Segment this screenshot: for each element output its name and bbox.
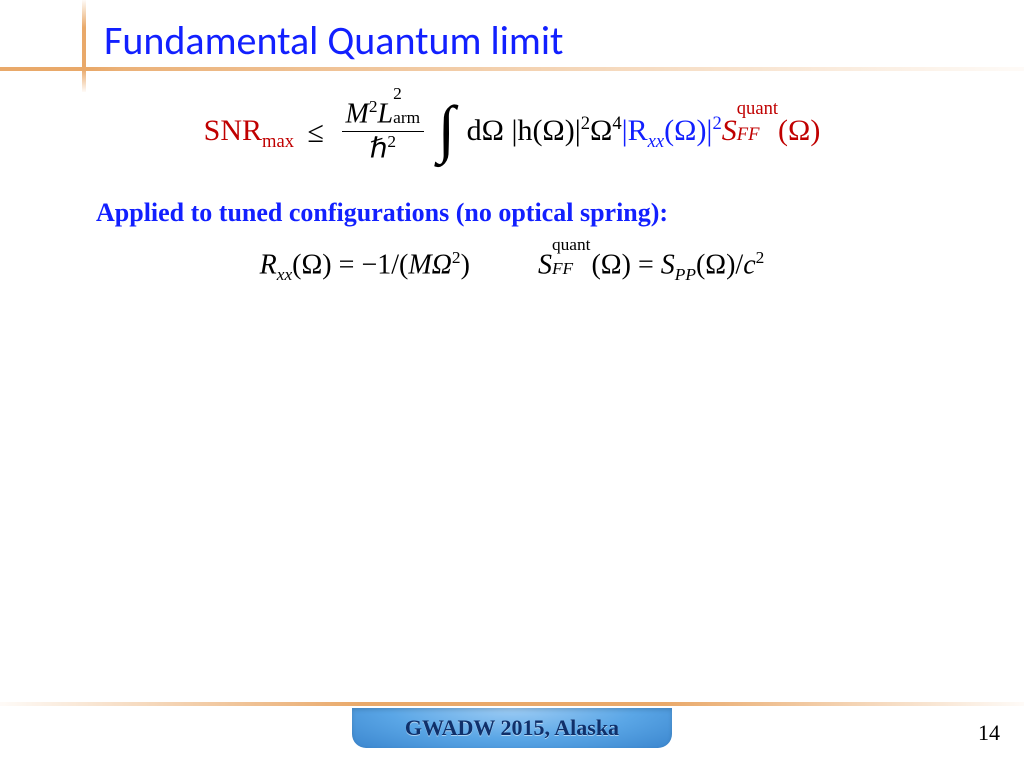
fraction: M2L2armarm ℏ2 — [342, 97, 425, 164]
integral-symbol: ∫ — [438, 92, 456, 166]
main-equation: SNRmax ≤ M2L2armarm ℏ2 ∫ dΩ |h(Ω)|2Ω4|Rx… — [0, 96, 1024, 170]
subtitle-text: Applied to tuned configurations (no opti… — [96, 198, 668, 228]
page-number: 14 — [978, 720, 1000, 746]
eq-sff: SquantFFquant(Ω) = SPP(Ω)/c2 — [538, 248, 764, 285]
secondary-equations: Rxx(Ω) = −1/(MΩ2) SquantFFquant(Ω) = SPP… — [0, 248, 1024, 285]
footer-rule — [0, 702, 1024, 706]
snr-label: SNRmax — [204, 114, 294, 147]
eq-rxx: Rxx(Ω) = −1/(MΩ2) — [260, 248, 470, 285]
header-rule-horizontal — [0, 67, 1024, 71]
slide-title: Fundamental Quantum limit — [104, 16, 563, 65]
footer-text: GWADW 2015, Alaska — [405, 715, 619, 740]
header-rule-vertical — [82, 0, 86, 92]
footer-badge: GWADW 2015, Alaska — [352, 708, 672, 748]
relation-leq: ≤ — [308, 116, 324, 149]
integrand: dΩ |h(Ω)|2Ω4|Rxx(Ω)|2SquantFFquant(Ω) — [467, 114, 821, 147]
